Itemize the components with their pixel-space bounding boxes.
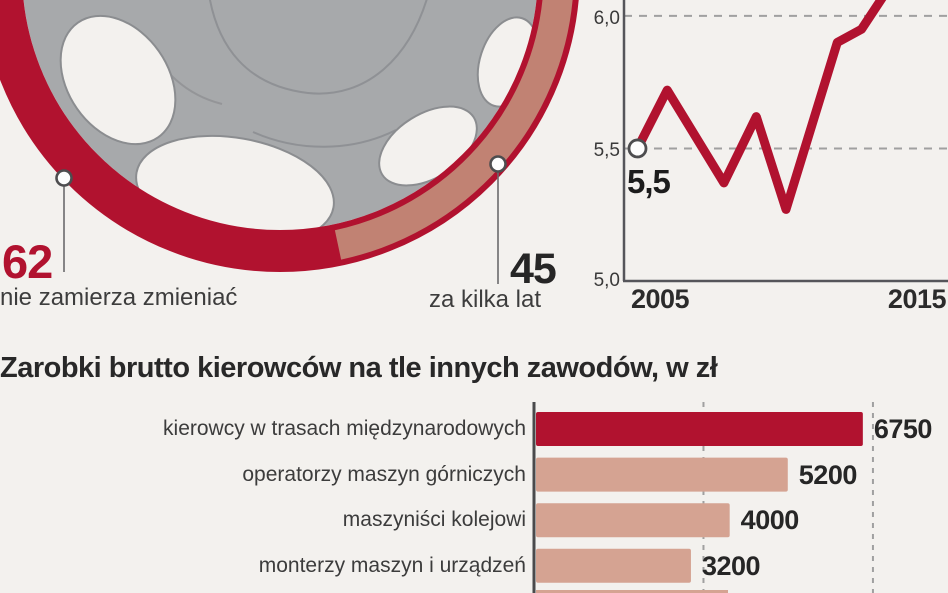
- bar: [536, 412, 863, 446]
- line-chart-gridlines: [624, 14, 948, 150]
- line-series: [633, 0, 887, 214]
- bar-value-label: 5200: [798, 459, 858, 490]
- callout-left-number: 62: [2, 235, 53, 288]
- callout-right-label: za kilka lat: [428, 286, 542, 313]
- callout-right-number: 45: [510, 245, 557, 293]
- first-point-value-label: 5,5: [627, 163, 671, 200]
- bar-category-label: maszyniści kolejowi: [342, 508, 526, 532]
- wheel-cutout-left: [59, 14, 177, 146]
- steering-wheel-illustration: [0, 0, 579, 284]
- wheel-hub-detail-line: [208, 0, 428, 95]
- bar-value-label: 4000: [740, 505, 800, 536]
- wheel-hub-detail-line: [252, 129, 397, 148]
- bar-category-label: monterzy maszyn i urządzeń: [258, 553, 526, 577]
- wheel-rim-salmon-segment: [334, 0, 573, 260]
- bar-category-label: kierowcy w trasach międzynarodowych: [163, 417, 526, 440]
- bar: [536, 457, 788, 492]
- bar-category-label: operatorzy maszyn górniczych: [242, 462, 526, 486]
- x-tick-label: 2015: [887, 284, 947, 314]
- callout-left-marker: [55, 169, 73, 187]
- bar-chart-bars: [536, 412, 863, 593]
- bar-chart-title: Zarobki brutto kierowców na tle innych z…: [0, 352, 718, 384]
- y-tick-label: 5,5: [593, 140, 620, 161]
- line-chart: [622, 0, 948, 283]
- bar: [536, 503, 730, 538]
- y-tick-label: 6,0: [593, 8, 620, 29]
- bar-value-label: 6750: [873, 414, 933, 444]
- callout-right-marker: [489, 155, 507, 173]
- bar-value-label: 3200: [701, 550, 761, 581]
- bar-chart: [532, 402, 874, 593]
- partial-bar: [536, 590, 728, 593]
- y-tick-label: 5,0: [593, 270, 620, 291]
- wheel-rim-red-segment: [0, 0, 579, 272]
- x-tick-label: 2005: [631, 284, 690, 314]
- first-point-marker: [627, 138, 648, 159]
- bar: [536, 548, 691, 583]
- callout-left-label: nie zamierza zmieniać: [0, 284, 238, 311]
